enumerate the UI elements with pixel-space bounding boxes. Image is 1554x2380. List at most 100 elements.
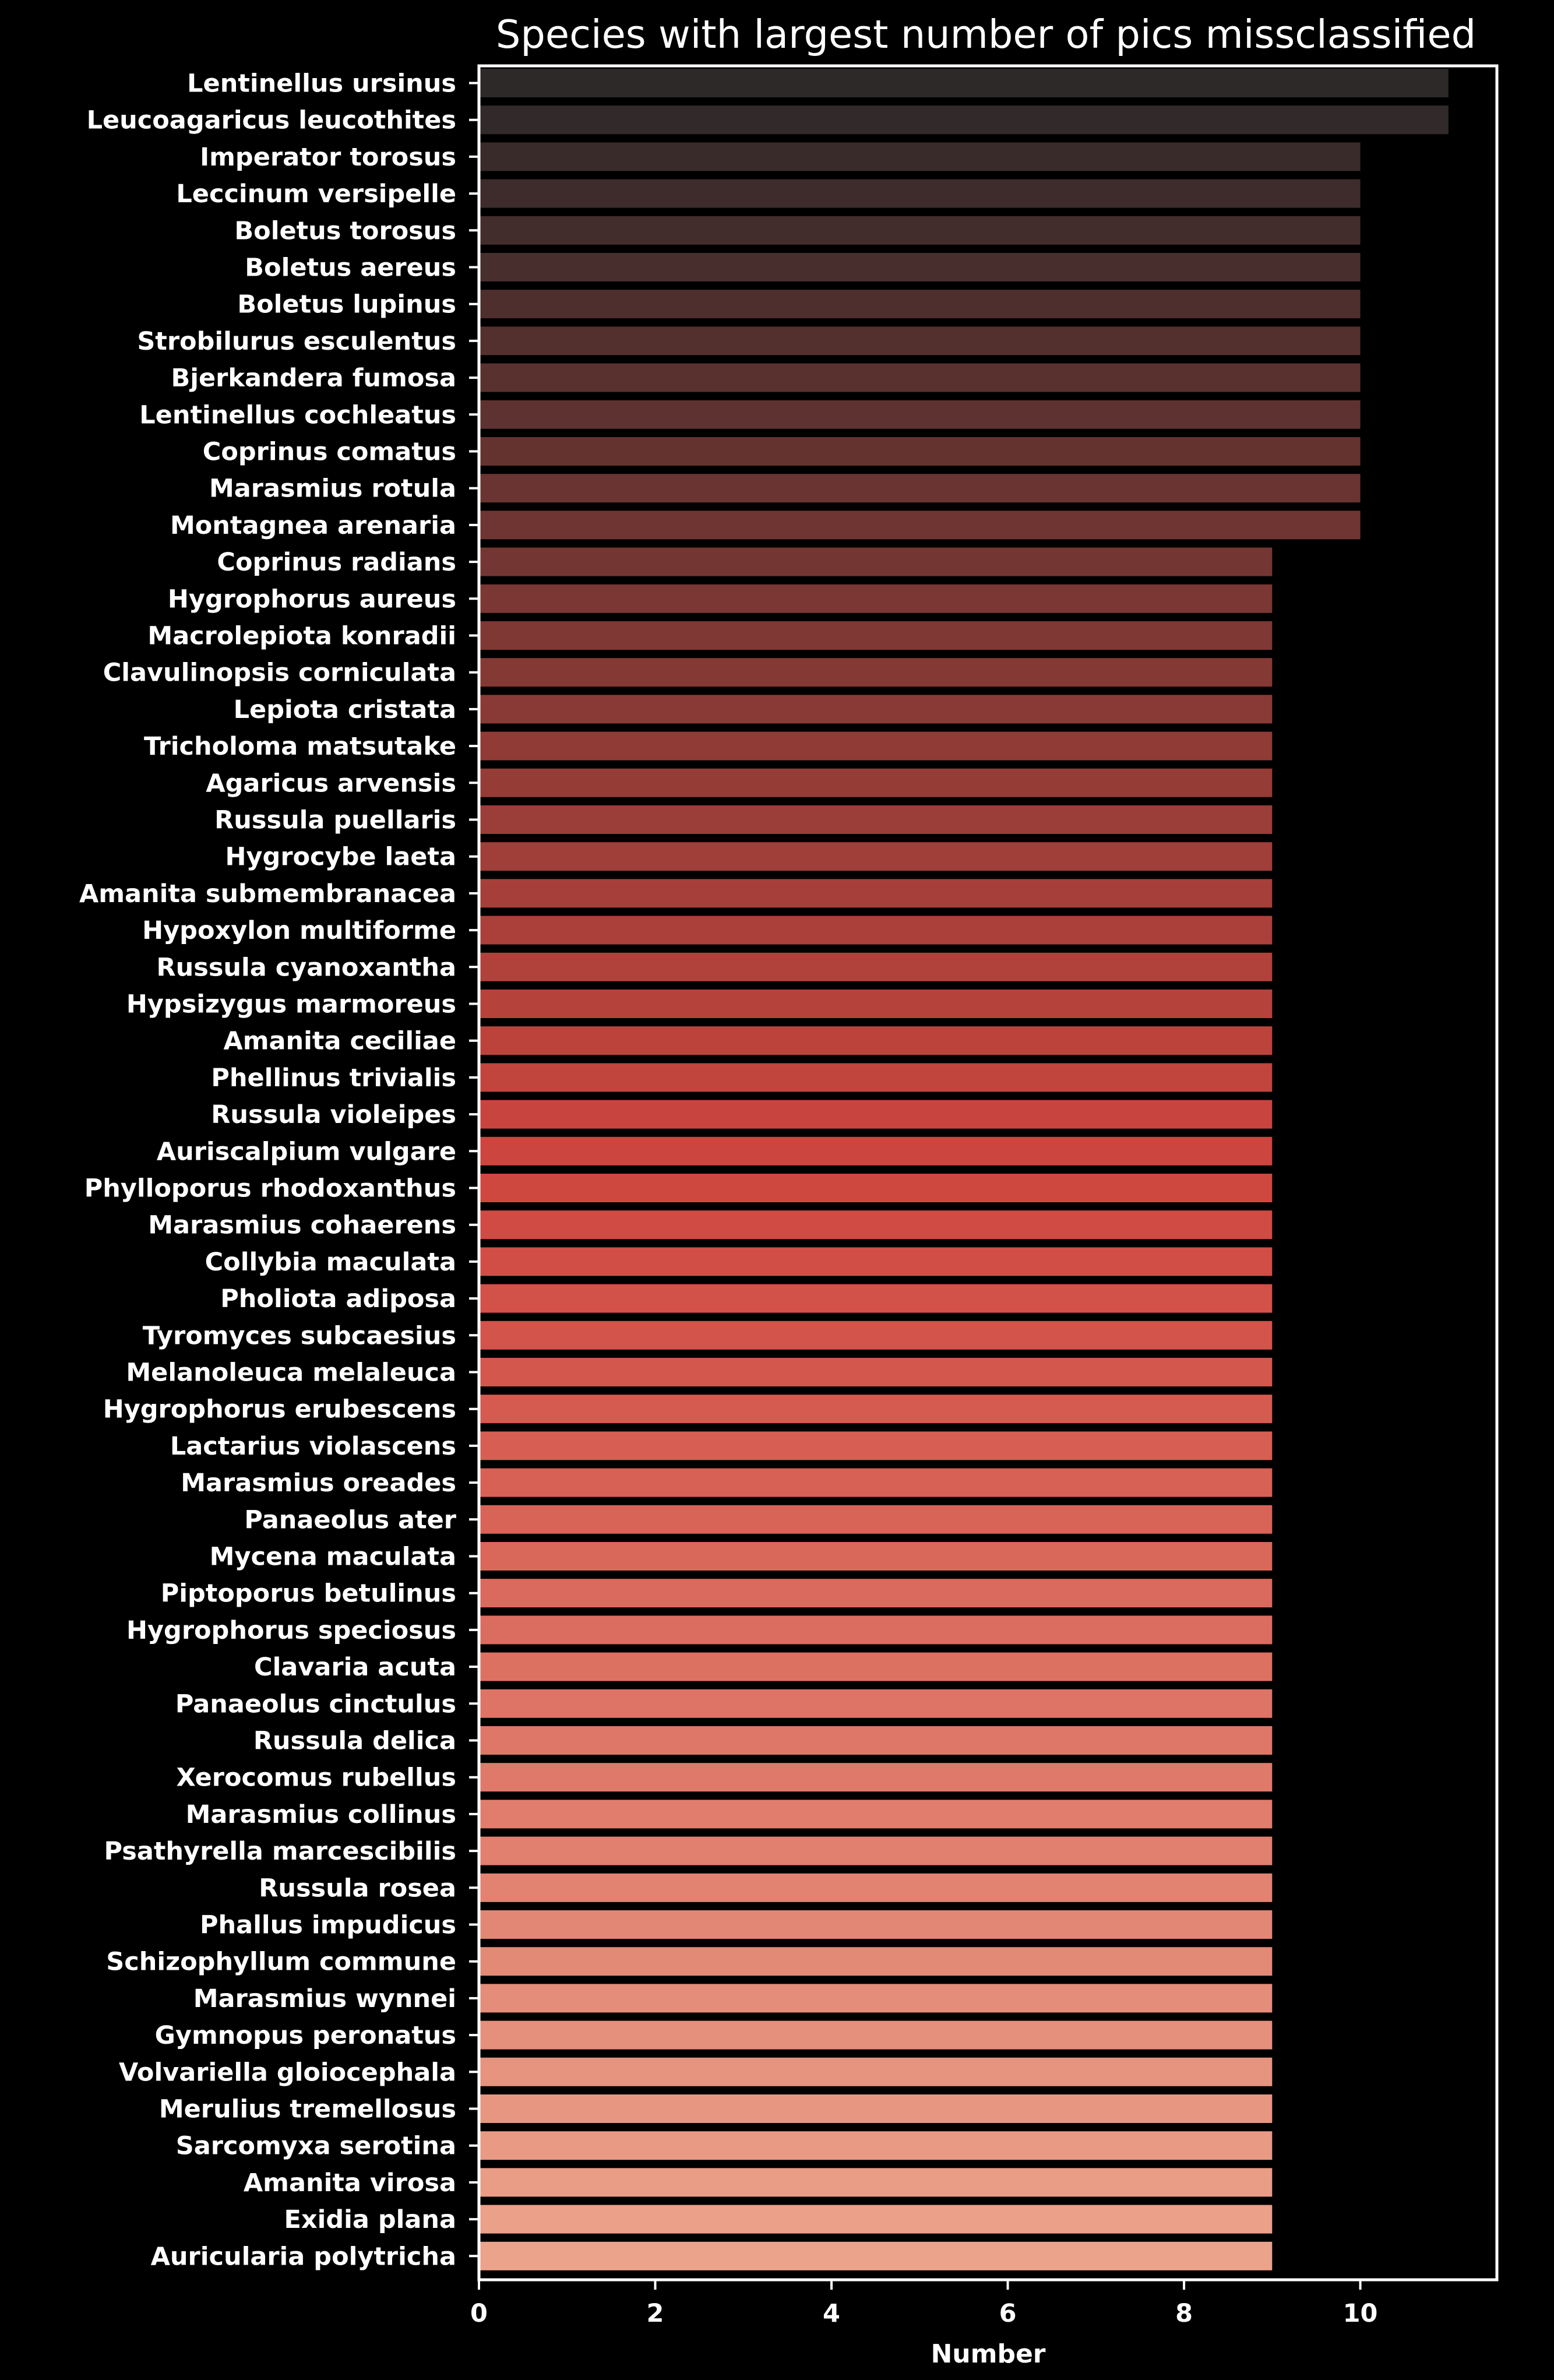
bar bbox=[479, 1947, 1273, 1976]
bar bbox=[479, 400, 1361, 429]
bar bbox=[479, 2020, 1273, 2050]
category-label: Amanita ceciliae bbox=[223, 1027, 456, 1056]
x-axis: 0 2 4 6 8 10 bbox=[470, 2280, 1377, 2328]
category-label: Boletus lupinus bbox=[237, 290, 456, 319]
category-label: Merulius tremellosus bbox=[159, 2095, 456, 2124]
category-label: Mycena maculata bbox=[210, 1543, 456, 1572]
bar bbox=[479, 584, 1273, 613]
category-label: Russula violeipes bbox=[211, 1100, 456, 1129]
bar bbox=[479, 363, 1361, 392]
bar bbox=[479, 1026, 1273, 1055]
category-label: Hygrocybe laeta bbox=[225, 843, 456, 872]
bar bbox=[479, 1542, 1273, 1571]
bar bbox=[479, 437, 1361, 466]
category-label: Marasmius collinus bbox=[186, 1800, 456, 1829]
bar bbox=[479, 1910, 1273, 1939]
bar bbox=[479, 1468, 1273, 1497]
x-axis-title: Number bbox=[931, 2339, 1045, 2369]
category-labels: Lentinellus ursinus Leucoagaricus leucoth… bbox=[79, 69, 479, 2271]
category-label: Russula puellaris bbox=[214, 806, 456, 835]
category-label: Hygrophorus aureus bbox=[168, 585, 456, 614]
category-label: Melanoleuca melaleuca bbox=[126, 1358, 456, 1388]
category-label: Tyromyces subcaesius bbox=[143, 1321, 456, 1350]
bar bbox=[479, 1726, 1273, 1755]
bar bbox=[479, 1984, 1273, 2013]
bars-layer bbox=[479, 69, 1449, 2270]
bar bbox=[479, 2205, 1273, 2234]
category-label: Coprinus radians bbox=[217, 548, 456, 577]
category-label: Coprinus comatus bbox=[203, 438, 456, 467]
category-label: Sarcomyxa serotina bbox=[176, 2132, 456, 2161]
category-label: Amanita virosa bbox=[244, 2168, 456, 2198]
x-tick-label: 6 bbox=[999, 2299, 1017, 2328]
bar bbox=[479, 1763, 1273, 1792]
bar bbox=[479, 1689, 1273, 1718]
bar bbox=[479, 105, 1449, 135]
category-label: Lentinellus ursinus bbox=[187, 69, 456, 98]
category-label: Amanita submembranacea bbox=[79, 879, 456, 909]
bar bbox=[479, 2131, 1273, 2160]
category-label: Lactarius violascens bbox=[170, 1432, 456, 1461]
bar bbox=[479, 1873, 1273, 1902]
bar bbox=[479, 1652, 1273, 1681]
category-label: Hygrophorus erubescens bbox=[103, 1395, 456, 1424]
category-label: Auricularia polytricha bbox=[151, 2242, 456, 2271]
category-label: Strobilurus esculentus bbox=[137, 327, 456, 356]
bar bbox=[479, 879, 1273, 908]
bar bbox=[479, 805, 1273, 834]
bar bbox=[479, 952, 1273, 981]
category-label: Bjerkandera fumosa bbox=[171, 364, 456, 393]
chart-title: Species with largest number of pics miss… bbox=[496, 12, 1476, 57]
bar bbox=[479, 326, 1361, 355]
bar bbox=[479, 1395, 1273, 1424]
bar bbox=[479, 290, 1361, 319]
category-label: Collybia maculata bbox=[205, 1248, 456, 1277]
bar bbox=[479, 1284, 1273, 1313]
bar bbox=[479, 1210, 1273, 1240]
category-label: Schizophyllum commune bbox=[106, 1948, 456, 1977]
bar bbox=[479, 1321, 1273, 1350]
bar bbox=[479, 1100, 1273, 1129]
bar bbox=[479, 547, 1273, 576]
category-label: Marasmius rotula bbox=[209, 474, 456, 504]
x-tick-label: 0 bbox=[470, 2299, 488, 2328]
bar bbox=[479, 1615, 1273, 1645]
bar bbox=[479, 179, 1361, 208]
x-tick-label: 2 bbox=[647, 2299, 664, 2328]
bar bbox=[479, 1174, 1273, 1202]
bar bbox=[479, 2168, 1273, 2197]
bar bbox=[479, 142, 1361, 171]
category-label: Russula rosea bbox=[259, 1874, 456, 1903]
category-label: Panaeolus cinctulus bbox=[175, 1689, 456, 1719]
category-label: Piptoporus betulinus bbox=[161, 1579, 456, 1608]
category-label: Gymnopus peronatus bbox=[155, 2021, 456, 2050]
category-label: Hygrophorus speciosus bbox=[126, 1616, 456, 1645]
bar bbox=[479, 253, 1361, 281]
bar bbox=[479, 2057, 1273, 2086]
category-label: Marasmius cohaerens bbox=[148, 1211, 456, 1240]
plot-frame bbox=[477, 64, 1499, 2282]
category-label: Panaeolus ater bbox=[244, 1505, 456, 1534]
category-label: Volvariella gloiocephala bbox=[119, 2058, 456, 2087]
category-label: Tricholoma matsutake bbox=[144, 732, 456, 761]
category-label: Hypsizygus marmoreus bbox=[126, 990, 456, 1019]
category-label: Agaricus arvensis bbox=[206, 769, 456, 798]
bar bbox=[479, 1063, 1273, 1092]
category-label: Phellinus trivialis bbox=[211, 1064, 456, 1093]
category-label: Russula cyanoxantha bbox=[157, 953, 457, 982]
bar bbox=[479, 510, 1361, 540]
category-label: Boletus torosus bbox=[234, 216, 456, 245]
category-label: Marasmius oreades bbox=[181, 1469, 456, 1498]
category-label: Pholiota adiposa bbox=[220, 1284, 456, 1314]
x-tick-label: 8 bbox=[1175, 2299, 1193, 2328]
bar bbox=[479, 695, 1273, 724]
category-label: Phallus impudicus bbox=[200, 1911, 456, 1940]
bar bbox=[479, 1505, 1273, 1534]
bar bbox=[479, 1836, 1273, 1865]
category-label: Boletus aereus bbox=[245, 254, 456, 283]
category-label: Lepiota cristata bbox=[234, 695, 456, 724]
bar bbox=[479, 216, 1361, 245]
category-label: Russula delica bbox=[253, 1727, 456, 1756]
bar bbox=[479, 731, 1273, 761]
category-label: Lentinellus cochleatus bbox=[139, 400, 456, 429]
